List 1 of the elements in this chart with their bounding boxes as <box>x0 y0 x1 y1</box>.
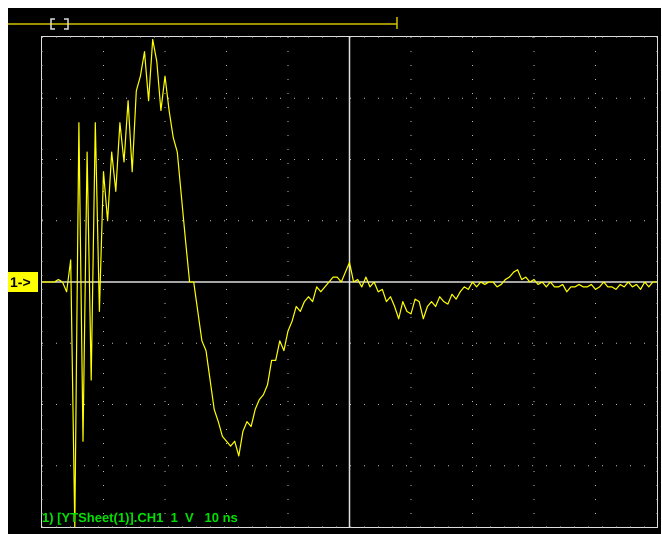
text: 1-> <box>8 272 38 292</box>
